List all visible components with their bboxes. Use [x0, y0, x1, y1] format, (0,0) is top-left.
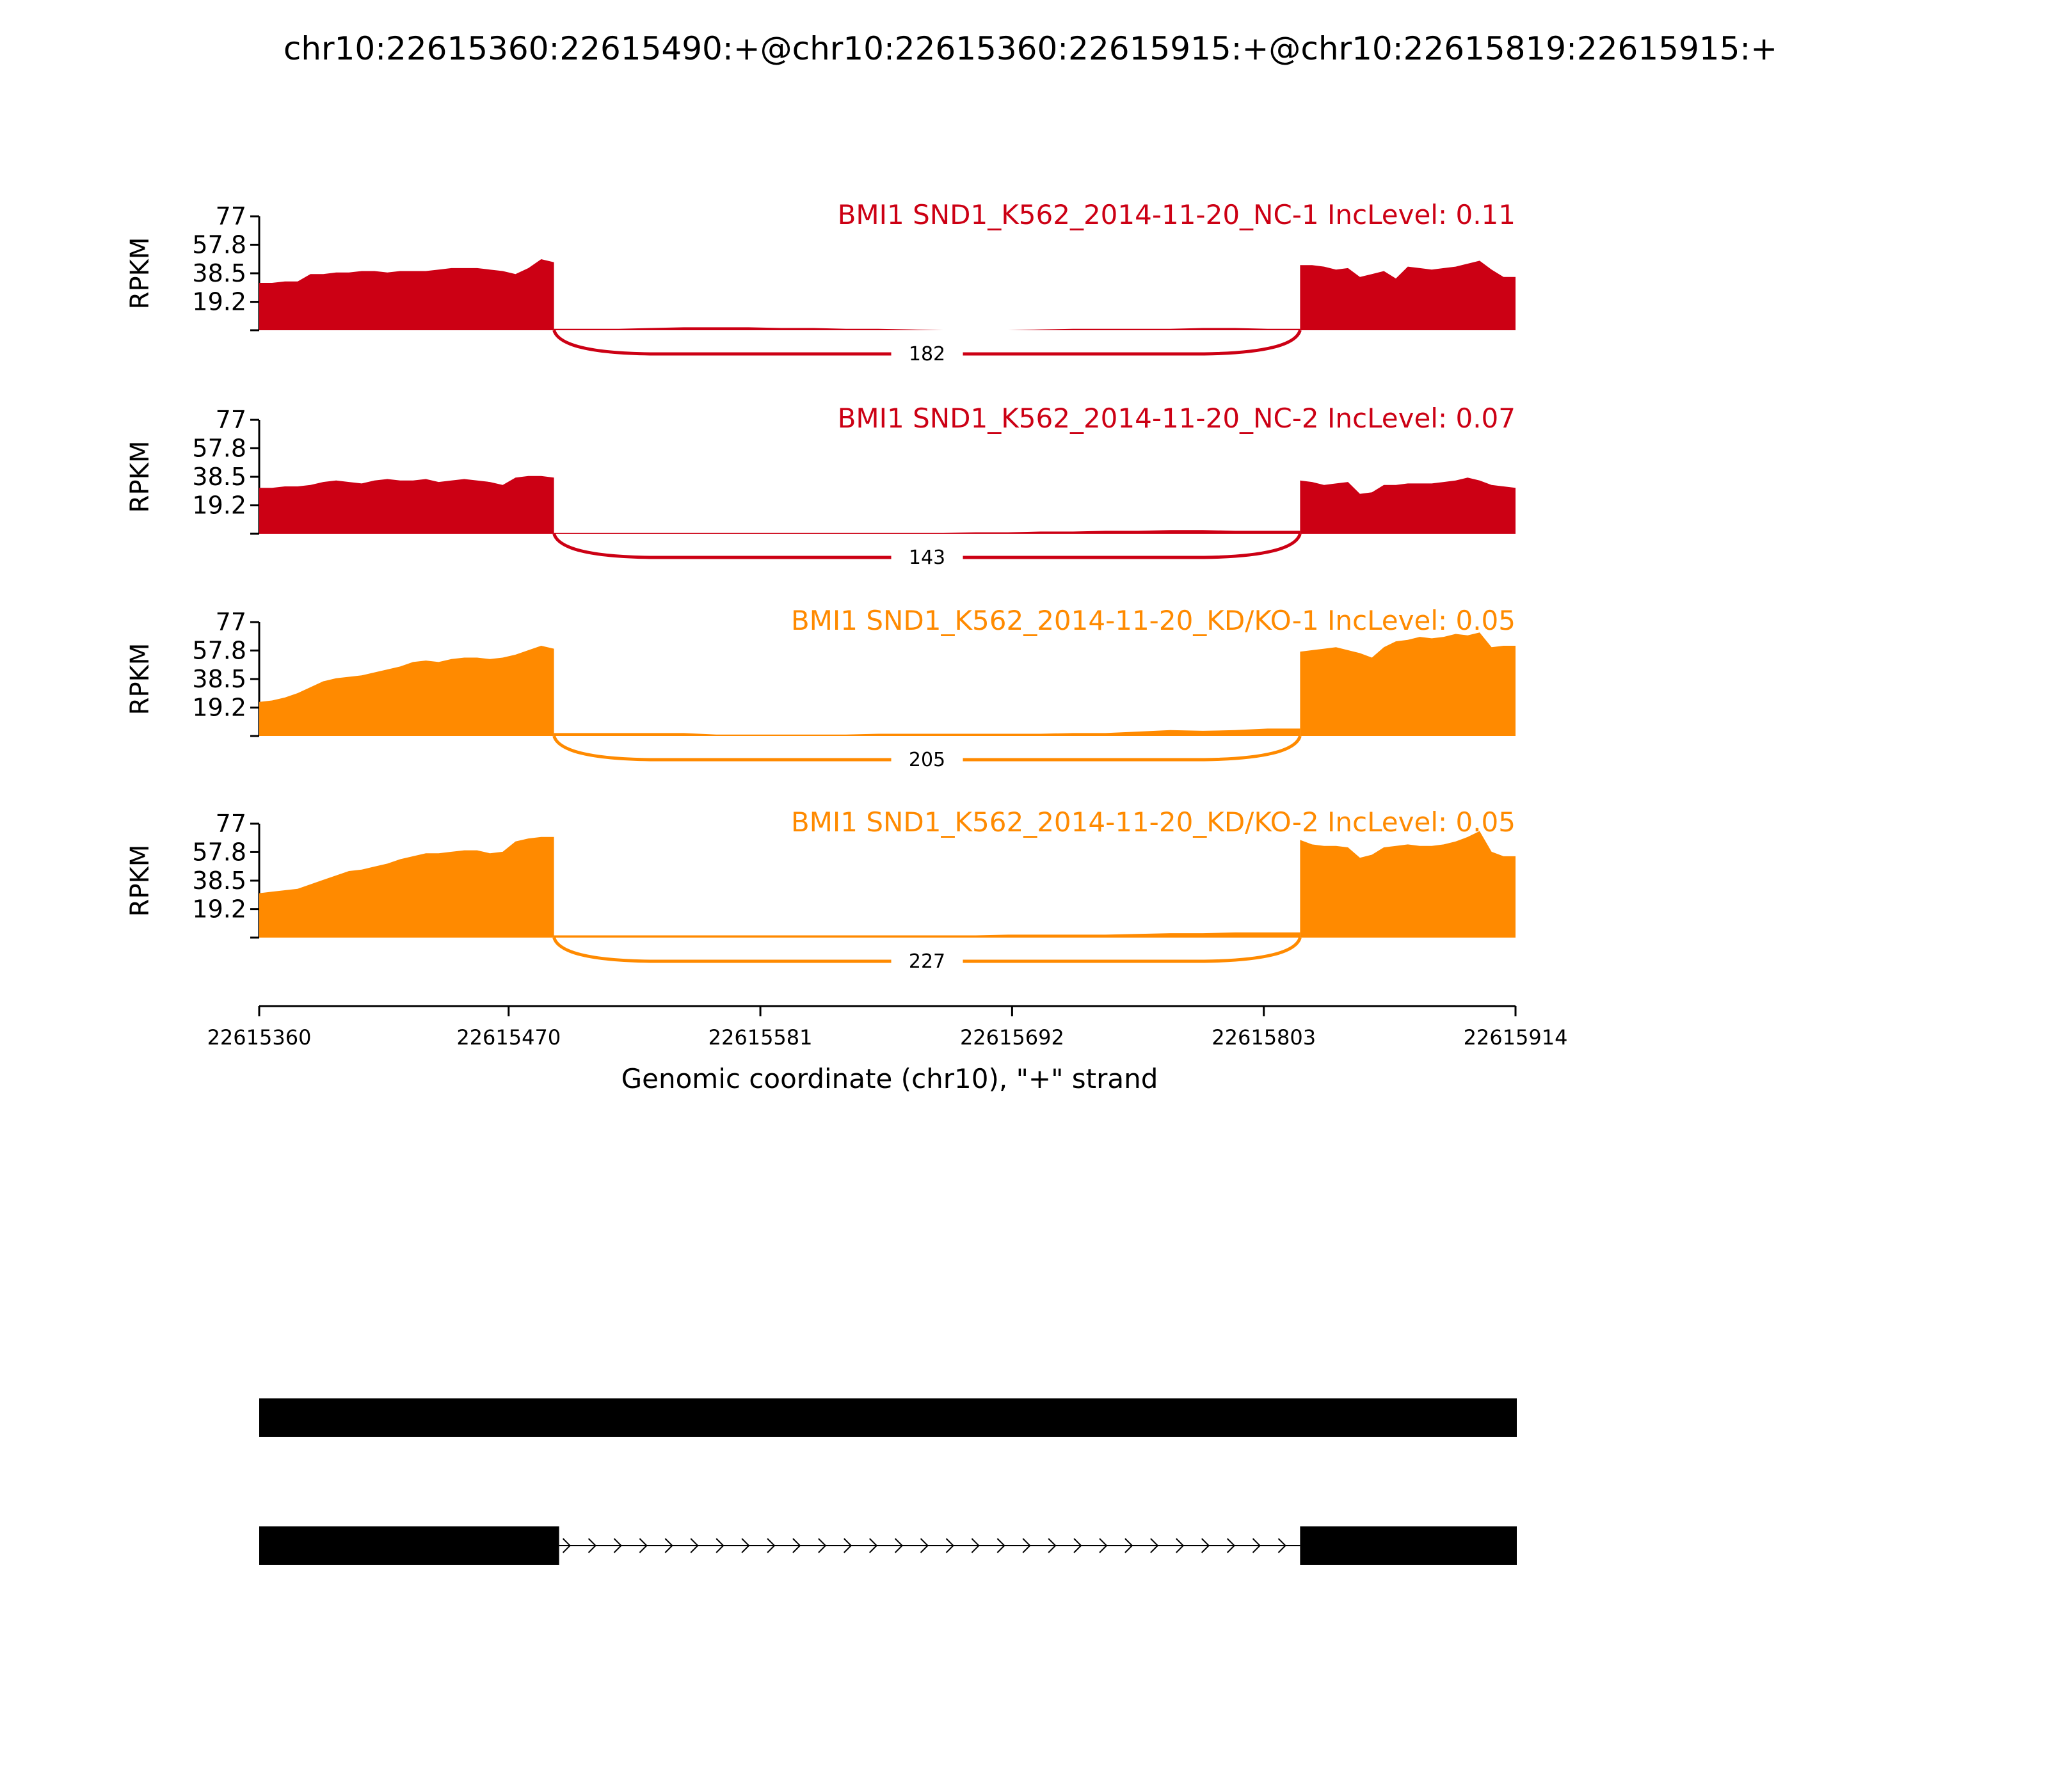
strand-chevron	[613, 1538, 622, 1553]
strand-chevron	[562, 1538, 572, 1553]
strand-chevron	[818, 1538, 827, 1553]
junction-label-bg	[891, 547, 963, 568]
strand-chevron	[767, 1538, 776, 1553]
strand-chevron	[1099, 1538, 1108, 1553]
strand-chevron	[1048, 1538, 1057, 1553]
strand-chevron	[894, 1538, 904, 1553]
exon2-coverage	[1300, 477, 1516, 534]
junction-read-count: 182	[909, 343, 945, 365]
exon-block	[259, 1526, 559, 1565]
exon1-coverage	[259, 646, 554, 736]
strand-chevron	[1150, 1538, 1159, 1553]
x-tick-label: 22615470	[456, 1025, 561, 1050]
strand-chevron	[792, 1538, 801, 1553]
strand-chevron	[945, 1538, 954, 1553]
sample-label: BMI1 SND1_K562_2014-11-20_KD/KO-2 IncLev…	[791, 806, 1516, 838]
strand-chevron	[1252, 1538, 1261, 1553]
y-tick-label: 19.2	[192, 895, 246, 924]
y-tick-label: 19.2	[192, 694, 246, 722]
x-tick-label: 22615803	[1212, 1025, 1316, 1050]
sample-label: BMI1 SND1_K562_2014-11-20_NC-1 IncLevel:…	[838, 199, 1516, 230]
exon-block	[259, 1398, 1517, 1437]
junction-read-count: 205	[909, 749, 945, 771]
junction-label-bg	[891, 950, 963, 972]
exon1-coverage	[259, 836, 554, 938]
x-axis: 22615360 22615470 22615581 22615692 22615803…	[207, 1005, 1568, 1050]
strand-chevron	[1201, 1538, 1210, 1553]
y-axis-label: RPKM	[125, 441, 155, 513]
junction-label-bg	[891, 343, 963, 365]
sample-label: BMI1 SND1_K562_2014-11-20_KD/KO-1 IncLev…	[791, 605, 1516, 636]
intron-coverage	[554, 530, 1300, 534]
junction-label-bg	[891, 749, 963, 771]
chart-title: chr10:22615360:22615490:+@chr10:22615360…	[284, 30, 1777, 67]
y-tick-label: 57.8	[192, 434, 246, 462]
strand-chevron	[741, 1538, 750, 1553]
gene-models	[259, 1398, 1517, 1565]
strand-chevron	[844, 1538, 852, 1553]
y-tick-label: 77	[216, 810, 246, 838]
y-tick-label: 77	[216, 608, 246, 636]
y-tick-label: 77	[216, 406, 246, 434]
x-tick-label: 22615581	[708, 1025, 813, 1050]
strand-chevron	[1124, 1538, 1133, 1553]
junction-read-count: 227	[909, 950, 945, 973]
strand-chevron	[716, 1538, 724, 1553]
strand-chevron	[664, 1538, 673, 1553]
strand-chevron	[588, 1538, 596, 1553]
intron-coverage	[554, 932, 1300, 938]
gene-model	[259, 1398, 1517, 1437]
strand-chevron	[1073, 1538, 1082, 1553]
y-tick-label: 57.8	[192, 636, 246, 664]
intron-coverage	[554, 327, 1300, 330]
exon2-coverage	[1300, 260, 1516, 330]
strand-chevron	[1022, 1538, 1031, 1553]
exon2-coverage	[1300, 831, 1516, 938]
y-tick-label: 77	[216, 202, 246, 230]
strand-chevron	[996, 1538, 1005, 1553]
y-axis-label: RPKM	[125, 845, 155, 917]
junction-read-count: 143	[909, 547, 945, 569]
y-axis-label: RPKM	[125, 237, 155, 310]
strand-chevron	[868, 1538, 878, 1553]
exon2-coverage	[1300, 632, 1516, 736]
y-tick-label: 57.8	[192, 230, 246, 259]
exon-block	[1300, 1526, 1517, 1565]
y-tick-label: 19.2	[192, 492, 246, 520]
y-axis-label: RPKM	[125, 643, 155, 716]
y-tick-label: 38.5	[192, 463, 246, 491]
intron-coverage	[554, 728, 1300, 736]
y-tick-label: 38.5	[192, 259, 246, 287]
x-tick-label: 22615914	[1464, 1025, 1568, 1050]
x-tick-label: 22615360	[207, 1025, 312, 1050]
gene-model	[259, 1526, 1517, 1565]
strand-chevron	[639, 1538, 648, 1553]
strand-chevron	[690, 1538, 699, 1553]
strand-chevron	[1176, 1538, 1185, 1553]
strand-chevron	[1226, 1538, 1236, 1553]
sample-label: BMI1 SND1_K562_2014-11-20_NC-2 IncLevel:…	[838, 403, 1516, 434]
y-tick-label: 38.5	[192, 867, 246, 895]
strand-chevron	[920, 1538, 929, 1553]
strand-chevron	[1277, 1538, 1286, 1553]
y-tick-label: 38.5	[192, 665, 246, 693]
y-tick-label: 19.2	[192, 288, 246, 316]
exon1-coverage	[259, 476, 554, 534]
exon1-coverage	[259, 259, 554, 330]
x-axis-label: Genomic coordinate (chr10), "+" strand	[621, 1063, 1158, 1094]
strand-chevron	[971, 1538, 980, 1553]
x-tick-label: 22615692	[960, 1025, 1064, 1050]
y-tick-label: 57.8	[192, 838, 246, 866]
